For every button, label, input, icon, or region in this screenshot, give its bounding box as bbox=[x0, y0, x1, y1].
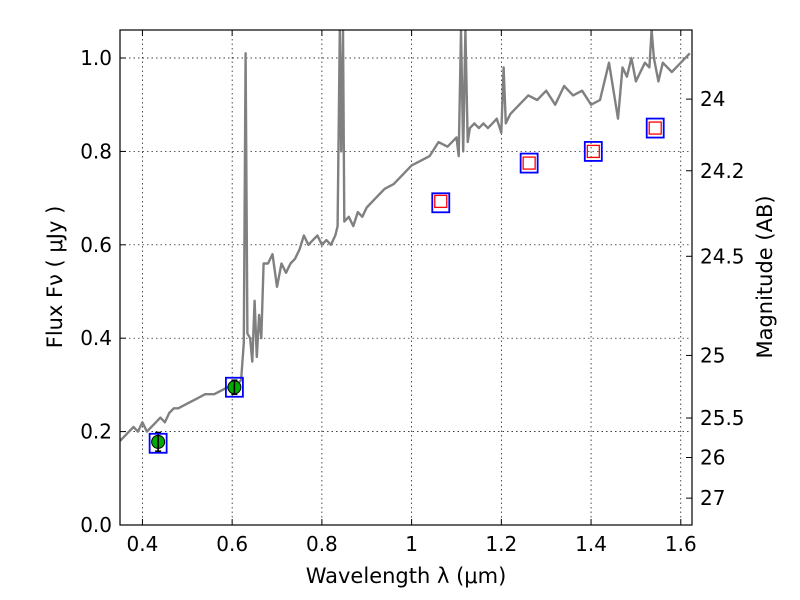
x-tick-label: 0.4 bbox=[127, 532, 159, 556]
magnitude-tick-label: 24.5 bbox=[700, 244, 745, 268]
x-tick-label: 1.4 bbox=[575, 532, 607, 556]
observed-photometry-square bbox=[519, 152, 539, 174]
y-tick-label: 0.6 bbox=[80, 233, 112, 257]
x-tick-label: 1.2 bbox=[485, 532, 517, 556]
observed-photometry-square bbox=[645, 117, 665, 139]
magnitude-axis-label: Magnitude (AB) bbox=[753, 195, 777, 358]
x-tick-label: 1.6 bbox=[665, 532, 697, 556]
magnitude-tick-label: 25 bbox=[700, 343, 725, 367]
model-photometry-square bbox=[522, 156, 536, 170]
x-tick-label: 1 bbox=[405, 532, 418, 556]
y-tick-label: 0.2 bbox=[80, 420, 112, 444]
spectrum-line bbox=[120, 30, 691, 442]
model-photometry-square bbox=[434, 194, 448, 209]
x-axis: 0.4 0.6 0.8 1 1.2 1.4 1.6 bbox=[127, 30, 697, 556]
model-spectrum bbox=[120, 30, 691, 442]
magnitude-tick-label: 25.5 bbox=[700, 406, 745, 430]
y-tick-label: 0.4 bbox=[80, 326, 112, 350]
observed-photometry-square bbox=[224, 376, 244, 398]
y-axis: 0.0 0.2 0.4 0.6 0.8 1.0 bbox=[80, 46, 126, 537]
model-photometry-square bbox=[586, 144, 600, 159]
x-axis-label: Wavelength λ (μm) bbox=[306, 564, 507, 588]
observed-photometry-square bbox=[148, 432, 168, 454]
y-tick-label: 0.0 bbox=[80, 513, 112, 537]
y-tick-label: 0.8 bbox=[80, 139, 112, 163]
magnitude-tick-label: 24 bbox=[700, 87, 725, 111]
magnitude-tick-label: 24.2 bbox=[700, 159, 745, 183]
y-axis-label: Flux Fν ( μJy ) bbox=[43, 206, 67, 349]
x-tick-label: 0.8 bbox=[306, 532, 338, 556]
magnitude-tick-label: 27 bbox=[700, 486, 725, 510]
observed-photometry-square bbox=[431, 192, 451, 214]
y-tick-label: 1.0 bbox=[80, 46, 112, 70]
magnitude-tick-label: 26 bbox=[700, 446, 725, 470]
model-photometry-square bbox=[648, 121, 662, 135]
magnitude-axis: 24 24.2 24.5 25 25.5 26 27 bbox=[686, 87, 745, 510]
data-points bbox=[148, 117, 665, 454]
plot-frame bbox=[119, 29, 693, 526]
x-tick-label: 0.6 bbox=[216, 532, 248, 556]
observed-photometry-square bbox=[583, 141, 603, 162]
